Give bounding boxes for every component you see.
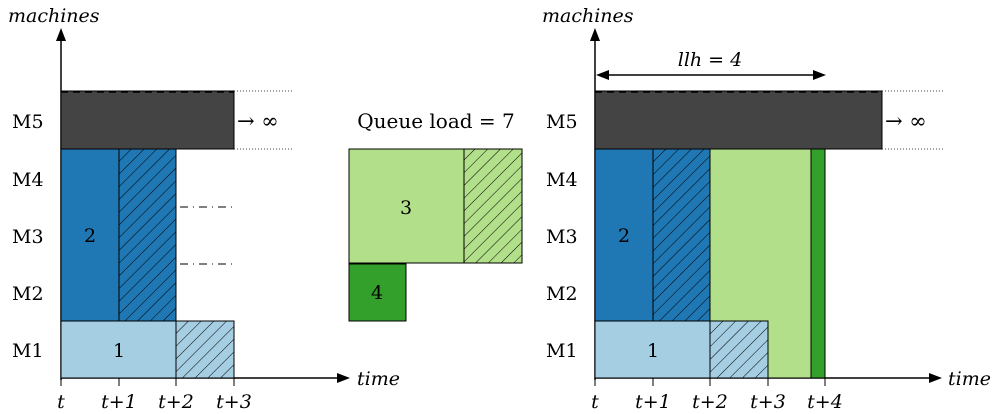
left-x-axis-label: time — [357, 368, 400, 390]
left-x-axis-arrowhead — [337, 373, 350, 383]
right-machine-label-m4: M4 — [546, 169, 578, 191]
left-job1-extension-hatch — [176, 321, 234, 378]
right-job2 — [594, 148, 654, 322]
right-m5-blocked — [594, 90, 883, 150]
right-machine-label-m2: M2 — [546, 283, 578, 305]
right-job4 — [810, 148, 826, 379]
left-y-axis-label: machines — [8, 5, 100, 27]
left-machine-label-m5: M5 — [12, 111, 44, 133]
right-job2-extension-hatch — [653, 149, 710, 321]
left-job1-label: 1 — [113, 340, 125, 362]
left-job2-extension-hatch — [119, 149, 176, 321]
right-job1-extension-hatch — [710, 321, 768, 378]
left-panel: machines time → ∞ 2 1 M1 M2 M3 M4 M5 t — [8, 5, 400, 413]
right-machine-label-m1: M1 — [546, 340, 578, 362]
left-job2 — [60, 148, 120, 322]
right-machine-label-m3: M3 — [546, 226, 578, 248]
right-machine-label-m5: M5 — [546, 111, 578, 133]
left-job1 — [60, 320, 177, 379]
queue-job4-label: 4 — [371, 282, 383, 304]
right-x-axis-label: time — [948, 368, 991, 390]
right-tick-label-t: t — [591, 391, 599, 413]
left-m5-blocked — [60, 90, 235, 150]
llh-label: llh = 4 — [678, 49, 742, 71]
left-machine-label-m2: M2 — [12, 283, 44, 305]
left-machine-label-m1: M1 — [12, 340, 44, 362]
left-tick-label-t2: t+2 — [158, 391, 194, 413]
left-machine-label-m3: M3 — [12, 226, 44, 248]
left-tick-label-t1: t+1 — [101, 391, 137, 413]
right-tick-label-t3: t+3 — [750, 391, 786, 413]
right-panel: machines time llh = 4 → ∞ 2 1 M1 M2 M3 M… — [542, 5, 991, 413]
queue-job3-label: 3 — [400, 197, 412, 219]
queue-job4 — [348, 263, 407, 322]
left-machine-label-m4: M4 — [12, 169, 44, 191]
right-tick-label-t4: t+4 — [807, 391, 843, 413]
queue-load-title: Queue load = 7 — [357, 109, 515, 133]
llh-arrow-right-head — [813, 70, 826, 80]
right-job1-label: 1 — [647, 340, 659, 362]
left-tick-label-t: t — [57, 391, 65, 413]
right-tick-label-t1: t+1 — [635, 391, 671, 413]
right-job2-label: 2 — [618, 225, 630, 247]
right-infinity-label: → ∞ — [885, 109, 927, 133]
queue-job3-extension-hatch — [464, 149, 522, 263]
left-infinity-label: → ∞ — [237, 109, 279, 133]
right-y-axis-arrowhead — [590, 28, 600, 41]
left-y-axis-arrowhead — [56, 28, 66, 41]
right-x-axis-arrowhead — [929, 373, 942, 383]
right-y-axis-label: machines — [542, 5, 634, 27]
queue-panel: Queue load = 7 3 4 — [348, 109, 523, 322]
left-job2-label: 2 — [84, 225, 96, 247]
right-tick-label-t2: t+2 — [692, 391, 728, 413]
llh-arrow-left-head — [596, 70, 609, 80]
left-tick-label-t3: t+3 — [216, 391, 252, 413]
